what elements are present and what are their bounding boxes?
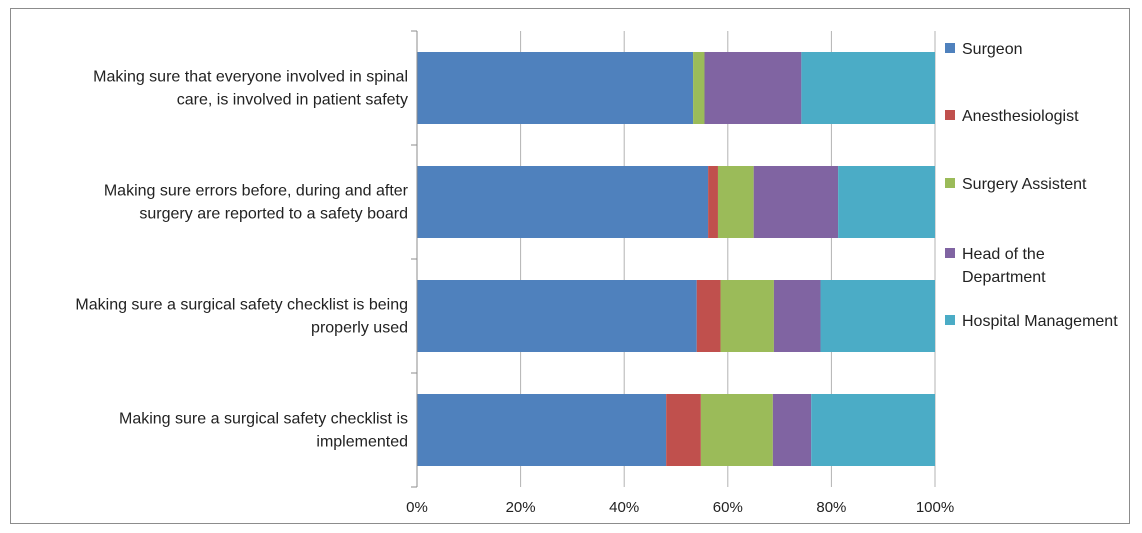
- category-labels: Making sure that everyone involved in sp…: [75, 69, 408, 451]
- bar-segment: [811, 394, 935, 466]
- bar-segment: [838, 166, 935, 238]
- bar-segment: [417, 166, 709, 238]
- category-label: Making sure that everyone involved in sp…: [93, 69, 408, 86]
- category-label: properly used: [311, 320, 408, 337]
- bar-segment: [700, 394, 773, 466]
- bar-segment: [696, 280, 721, 352]
- bar-segment: [753, 166, 839, 238]
- category-label: Making sure a surgical safety checklist …: [119, 411, 408, 428]
- legend-swatch: [945, 43, 955, 53]
- axis-layer: 0% 20% 40% 60% 80% 100%: [406, 30, 954, 516]
- bar-segment: [704, 52, 802, 124]
- legend-label: Department: [962, 269, 1046, 286]
- legend: Surgeon Anesthesiologist Surgery Assistent…: [945, 41, 1118, 330]
- category-label: Making sure a surgical safety checklist …: [75, 297, 408, 314]
- bar-segment: [772, 394, 812, 466]
- category-label: surgery are reported to a safety board: [139, 206, 408, 223]
- x-tick-label: 100%: [916, 499, 954, 516]
- bar-segment: [820, 280, 935, 352]
- legend-label: Surgeon: [962, 41, 1023, 58]
- bar-segment: [717, 166, 754, 238]
- x-tick-label: 20%: [506, 499, 536, 516]
- category-label: Making sure errors before, during and af…: [104, 183, 409, 200]
- bar-segment: [693, 52, 705, 124]
- bar-segment: [417, 394, 667, 466]
- x-tick-label: 0%: [406, 499, 428, 516]
- legend-swatch: [945, 178, 955, 188]
- bar-segment: [773, 280, 821, 352]
- bar-segment: [708, 166, 718, 238]
- legend-label: Anesthesiologist: [962, 108, 1079, 125]
- x-tick-label: 60%: [713, 499, 743, 516]
- category-label: implemented: [316, 434, 408, 451]
- chart-frame: [10, 8, 1130, 524]
- legend-label: Surgery Assistent: [962, 176, 1087, 193]
- legend-label: Head of the: [962, 246, 1045, 263]
- legend-label: Hospital Management: [962, 313, 1118, 330]
- category-label: care, is involved in patient safety: [177, 92, 408, 109]
- bar-segment: [801, 52, 935, 124]
- x-tick-label: 80%: [816, 499, 846, 516]
- bar-segment: [720, 280, 774, 352]
- legend-swatch: [945, 248, 955, 258]
- bars-layer: [417, 52, 935, 466]
- x-tick-label: 40%: [609, 499, 639, 516]
- bar-segment: [417, 52, 694, 124]
- legend-swatch: [945, 315, 955, 325]
- legend-swatch: [945, 110, 955, 120]
- bar-segment: [666, 394, 701, 466]
- bar-segment: [417, 280, 697, 352]
